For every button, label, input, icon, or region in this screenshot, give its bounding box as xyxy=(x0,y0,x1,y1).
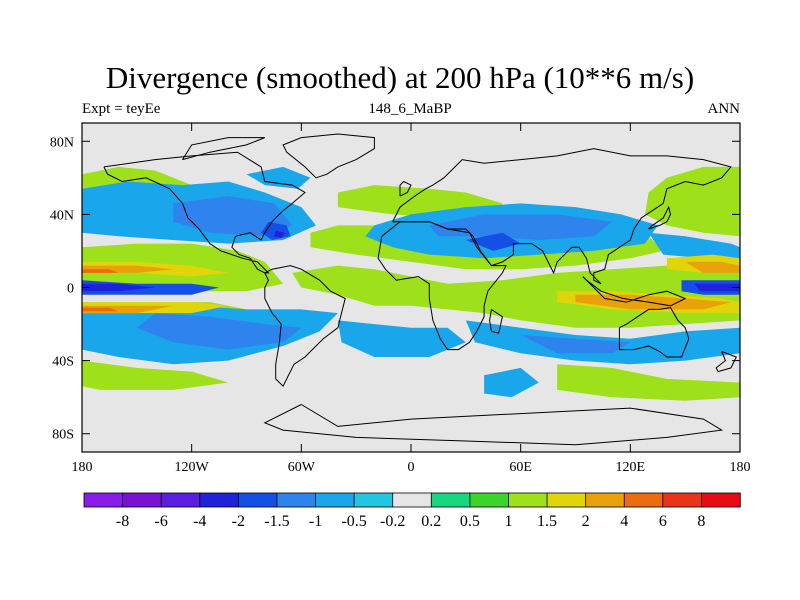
colorbar-label-5: -1 xyxy=(309,513,322,530)
colorbar-box-14 xyxy=(623,492,664,508)
colorbar-label-1: -6 xyxy=(155,513,168,530)
colorbar-box-10 xyxy=(469,492,510,508)
coastline-9 xyxy=(489,308,503,334)
colorbar-box-0 xyxy=(83,492,124,508)
coastline-12 xyxy=(399,180,412,197)
colorbar-label-11: 1.5 xyxy=(537,513,557,530)
colorbar-box-13 xyxy=(585,492,625,508)
contour-field-group xyxy=(82,166,740,401)
coastline-10 xyxy=(715,351,737,373)
colorbar-box-15 xyxy=(662,492,703,508)
x-tick-label-6: 180 xyxy=(730,460,751,475)
contour-region-19 xyxy=(136,313,302,350)
x-tick-label-1: 120W xyxy=(175,460,210,475)
contour-region-24 xyxy=(465,232,521,251)
contour-region-5 xyxy=(292,265,740,328)
contour-region-34 xyxy=(575,294,731,310)
experiment-label: Expt = teyEe xyxy=(82,101,161,117)
colorbar-box-16 xyxy=(701,492,741,508)
colorbar-label-7: -0.2 xyxy=(380,513,405,530)
case-label: 148_6_MaBP xyxy=(368,101,452,117)
y-axis: 80N 40N 0 40S 80S xyxy=(50,135,740,443)
contour-region-18 xyxy=(429,214,613,240)
colorbar-box-11 xyxy=(508,492,548,508)
colorbar-label-10: 1 xyxy=(504,513,512,530)
colorbar-label-4: -1.5 xyxy=(264,513,289,530)
coastline-4 xyxy=(618,307,690,358)
colorbar-label-2: -4 xyxy=(193,513,206,530)
colorbar-box-8 xyxy=(392,492,432,508)
contour-region-36 xyxy=(82,269,119,273)
y-tick-label-3: 40S xyxy=(52,355,74,370)
colorbar-box-2 xyxy=(160,492,201,508)
contour-region-14 xyxy=(648,232,740,259)
contour-region-20 xyxy=(520,335,631,354)
colorbar-label-6: -0.5 xyxy=(341,513,366,530)
colorbar-box-1 xyxy=(122,492,162,508)
contour-region-37 xyxy=(82,307,119,312)
contour-region-8 xyxy=(557,364,740,401)
colorbar-label-8: 0.2 xyxy=(421,513,441,530)
contour-region-17 xyxy=(173,196,293,237)
coastline-5 xyxy=(263,404,724,446)
colorbar-label-15: 8 xyxy=(697,513,705,530)
contour-region-35 xyxy=(685,261,740,273)
colorbar-label-0: -8 xyxy=(116,513,129,530)
colorbar-box-4 xyxy=(237,492,278,508)
colorbar-label-9: 0.5 xyxy=(460,513,480,530)
contour-region-15 xyxy=(484,367,539,398)
coastline-6 xyxy=(282,133,375,179)
colorbar-label-12: 2 xyxy=(582,513,590,530)
contour-region-27 xyxy=(273,230,285,239)
x-axis: 180 120W 60W 0 60E 120E 180 xyxy=(72,123,751,475)
colorbar-box-9 xyxy=(430,492,471,508)
coastline-8 xyxy=(582,276,687,307)
contour-region-26 xyxy=(694,283,740,292)
season-label: ANN xyxy=(707,101,741,117)
contour-region-13 xyxy=(337,320,466,357)
colorbar-box-3 xyxy=(199,492,240,508)
x-tick-label-5: 120E xyxy=(616,460,646,475)
colorbar-box-5 xyxy=(276,492,317,508)
colorbar-box-7 xyxy=(353,492,394,508)
x-tick-label-4: 60E xyxy=(509,460,532,475)
y-tick-label-1: 40N xyxy=(50,208,74,223)
coastline-0 xyxy=(103,151,306,274)
colorbar-box-12 xyxy=(546,492,587,508)
contour-region-7 xyxy=(82,360,229,390)
x-tick-label-0: 180 xyxy=(72,460,93,475)
coastline-3 xyxy=(377,221,507,351)
contour-region-25 xyxy=(82,283,156,292)
colorbar-box-6 xyxy=(315,492,355,508)
x-tick-label-3: 0 xyxy=(408,460,415,475)
colorbar: -8 -6 -4 -2 -1.5 -1 -0.5 -0.2 0.2 0.5 1 1.5 2 4 6 8 xyxy=(83,492,741,530)
y-tick-label-4: 80S xyxy=(52,428,74,443)
colorbar-label-3: -2 xyxy=(232,513,245,530)
chart-title: Divergence (smoothed) at 200 hPa (10**6 … xyxy=(105,60,695,95)
coastline-7 xyxy=(182,137,265,161)
coastline-11 xyxy=(648,205,672,230)
y-tick-label-0: 80N xyxy=(50,135,74,150)
coastline-2 xyxy=(392,148,732,285)
coastline-1 xyxy=(264,265,346,388)
x-tick-label-2: 60W xyxy=(288,460,316,475)
y-tick-label-2: 0 xyxy=(67,282,74,297)
coastline-group xyxy=(103,133,737,446)
colorbar-label-13: 4 xyxy=(620,513,628,530)
colorbar-label-14: 6 xyxy=(659,513,667,530)
